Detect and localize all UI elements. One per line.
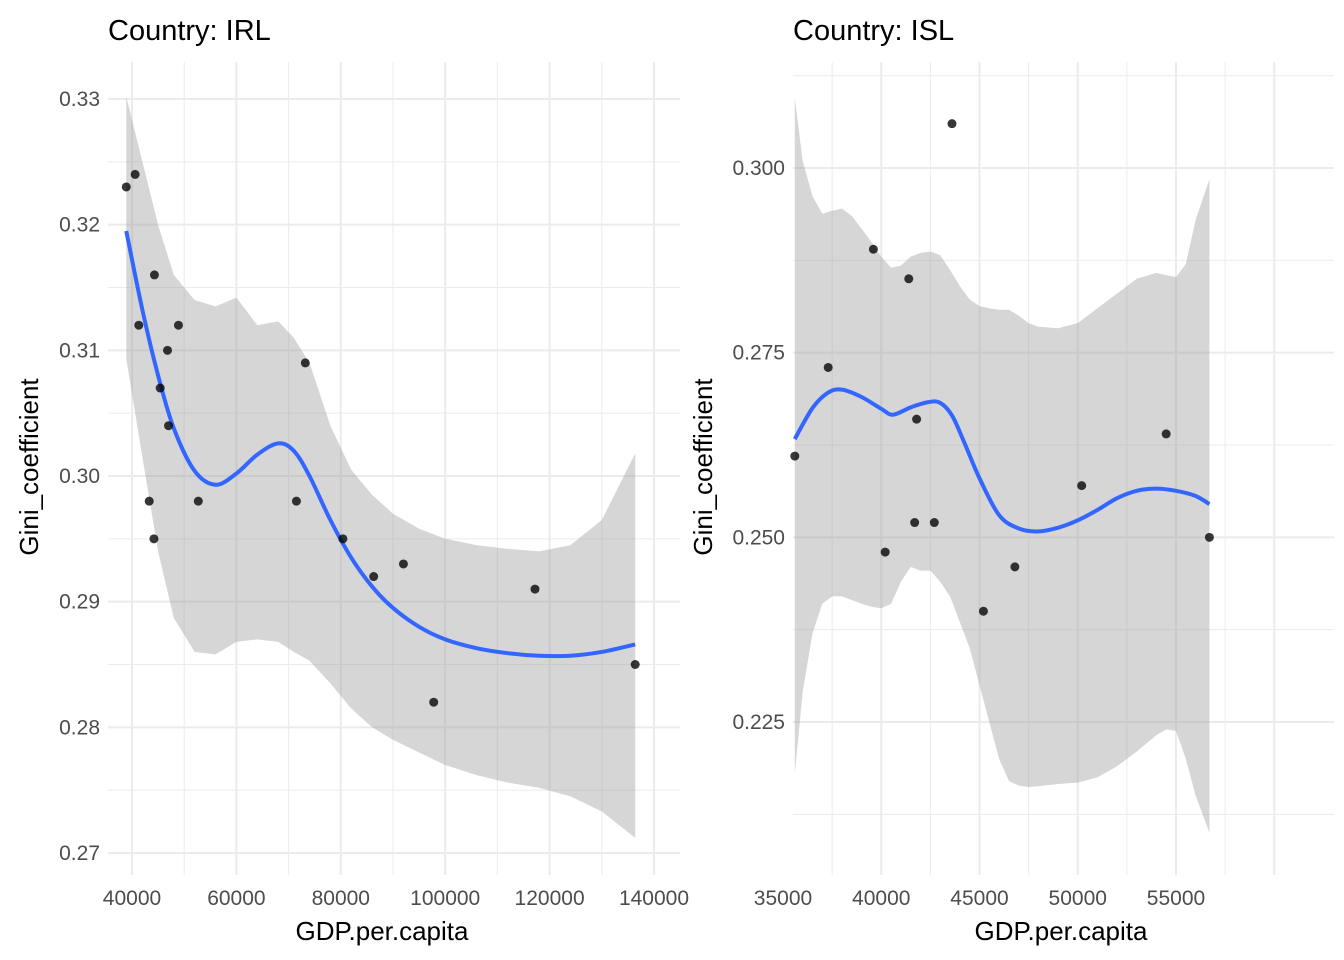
data-point — [130, 169, 140, 179]
x-tick-label: 60000 — [207, 887, 265, 910]
data-point — [929, 518, 939, 528]
x-tick-label: 50000 — [1049, 887, 1107, 910]
y-axis-label-irl: Gini_coefficient — [14, 378, 44, 556]
data-point — [121, 182, 131, 192]
data-point — [164, 421, 174, 431]
x-tick-labels-irl: 40000 60000 80000 100000 120000 140000 — [103, 887, 689, 910]
x-tick-label: 35000 — [754, 887, 812, 910]
panel-irl: Country: IRL GDP.per.capita Gini_coeffic… — [14, 15, 689, 946]
data-point — [1161, 429, 1171, 439]
loess-smooth-line — [124, 230, 636, 659]
y-axis-label-isl: Gini_coefficient — [688, 378, 718, 556]
data-point — [155, 383, 165, 393]
data-point — [173, 320, 183, 330]
data-point — [904, 274, 914, 284]
gridlines-isl — [793, 62, 1334, 875]
data-point — [398, 559, 408, 569]
x-tick-label: 40000 — [852, 887, 910, 910]
data-point — [947, 119, 957, 129]
x-tick-label: 55000 — [1147, 887, 1205, 910]
data-point — [429, 697, 439, 707]
data-point — [369, 572, 379, 582]
y-tick-label: 0.30 — [59, 465, 100, 488]
points-irl — [121, 169, 640, 707]
x-axis-label-irl: GDP.per.capita — [296, 916, 470, 946]
panel-title-irl: Country: IRL — [108, 15, 271, 47]
smooth-line-isl — [793, 387, 1211, 534]
x-tick-label: 80000 — [312, 887, 370, 910]
y-tick-label: 0.28 — [59, 716, 100, 739]
data-point — [300, 358, 310, 368]
data-point — [1077, 481, 1087, 491]
data-point — [868, 244, 878, 254]
y-tick-label: 0.27 — [59, 842, 100, 865]
data-point — [162, 345, 172, 355]
confidence-band-isl — [794, 97, 1210, 833]
loess-smooth-line — [793, 387, 1211, 534]
panel-title-isl: Country: ISL — [793, 15, 954, 47]
data-point — [1204, 532, 1214, 542]
data-point — [912, 414, 922, 424]
data-point — [978, 606, 988, 616]
data-point — [338, 534, 348, 544]
x-tick-label: 40000 — [103, 887, 161, 910]
y-tick-label: 0.275 — [732, 342, 785, 365]
data-point — [530, 584, 540, 594]
x-tick-label: 120000 — [515, 887, 585, 910]
x-axis-label-isl: GDP.per.capita — [975, 916, 1149, 946]
data-point — [149, 270, 159, 280]
data-point — [193, 496, 203, 506]
y-tick-label: 0.29 — [59, 591, 100, 614]
y-tick-label: 0.225 — [732, 711, 785, 734]
data-point — [790, 451, 800, 461]
y-tick-labels-isl: 0.225 0.250 0.275 0.300 — [732, 157, 785, 734]
confidence-band-area — [794, 97, 1210, 833]
data-point — [823, 362, 833, 372]
data-point — [630, 660, 640, 669]
x-tick-label: 100000 — [410, 887, 480, 910]
smooth-line-irl — [124, 230, 636, 659]
x-tick-label: 140000 — [619, 887, 689, 910]
y-tick-label: 0.300 — [732, 157, 785, 180]
y-tick-labels-irl: 0.27 0.28 0.29 0.30 0.31 0.32 0.33 — [59, 88, 100, 865]
y-tick-label: 0.31 — [59, 339, 100, 362]
y-tick-label: 0.33 — [59, 88, 100, 111]
gridlines-irl — [108, 62, 680, 875]
data-point — [1010, 562, 1020, 572]
x-tick-labels-isl: 35000 40000 45000 50000 55000 — [754, 887, 1205, 910]
data-point — [291, 496, 301, 506]
data-point — [910, 518, 920, 528]
y-tick-label: 0.32 — [59, 214, 100, 237]
data-point — [144, 496, 154, 506]
y-tick-label: 0.250 — [732, 526, 785, 549]
data-point — [134, 320, 144, 330]
data-point — [149, 534, 159, 544]
data-point — [880, 547, 890, 557]
x-tick-label: 45000 — [950, 887, 1008, 910]
panel-isl: Country: ISL GDP.per.capita Gini_coeffic… — [688, 15, 1334, 946]
points-isl — [790, 119, 1214, 616]
